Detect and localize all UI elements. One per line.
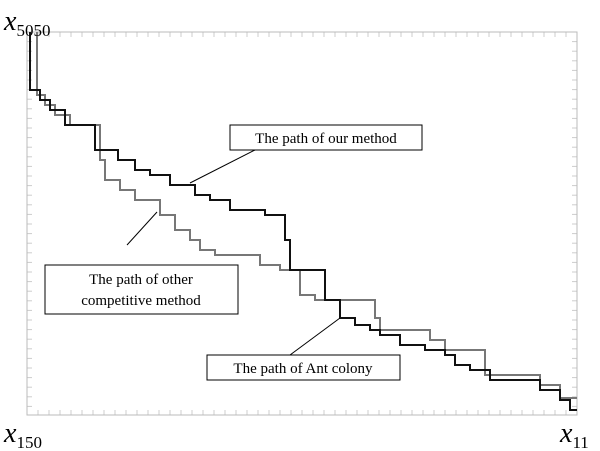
annotation: The path of our method (255, 131, 397, 147)
corner-label: x11 (559, 418, 589, 451)
our-path (29, 32, 577, 411)
ticks (26, 31, 578, 415)
subscript: 5050 (16, 21, 50, 40)
symbol: x (559, 418, 573, 449)
frame (26, 31, 578, 416)
label-box (44, 264, 239, 315)
symbol: x (3, 418, 17, 449)
pointer (289, 317, 341, 356)
annotation: The path of other (89, 272, 193, 288)
corner-label: x150 (3, 418, 42, 451)
subscript: 150 (16, 433, 42, 451)
pointer (126, 211, 158, 246)
competitive-path (36, 32, 577, 399)
subscript: 11 (572, 433, 588, 451)
annotation: competitive method (81, 293, 201, 309)
label-box (206, 354, 401, 381)
label-box (229, 124, 423, 151)
pointer (189, 149, 256, 184)
corner-label: x5050 (3, 6, 50, 40)
symbol: x (3, 6, 17, 37)
annotation: The path of Ant colony (233, 361, 373, 377)
